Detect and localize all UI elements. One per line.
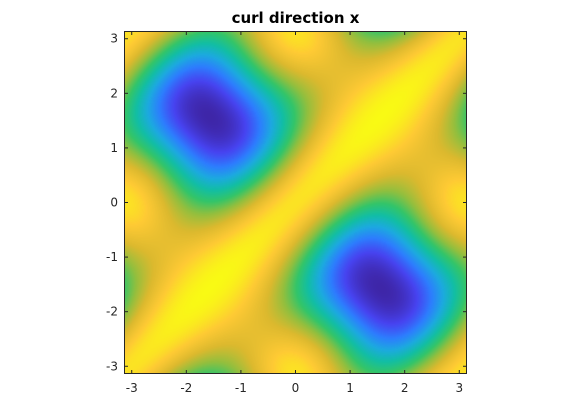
axes-frame (124, 31, 467, 374)
axes: -3 -2 -1 0 1 2 3 -3 -2 -1 0 1 2 3 (106, 31, 467, 395)
x-tick-label: 0 (292, 381, 300, 395)
y-tick-label: 3 (110, 32, 118, 46)
y-tick-label: -3 (106, 359, 118, 373)
heatmap-image (124, 31, 467, 374)
y-tick-label: 1 (110, 141, 118, 155)
y-tick-label: -2 (106, 305, 118, 319)
x-tick-label: 3 (455, 381, 463, 395)
y-tick-label: -1 (106, 250, 118, 264)
x-tick-label: 2 (401, 381, 409, 395)
y-tick-label: 2 (110, 86, 118, 100)
x-tick-label: -3 (126, 381, 138, 395)
chart-title: curl direction x (231, 9, 360, 27)
x-tick-label: 1 (346, 381, 354, 395)
x-tick-label: -1 (235, 381, 247, 395)
plot-area: -3 -2 -1 0 1 2 3 -3 -2 -1 0 1 2 3 (106, 31, 467, 395)
x-tick-label: -2 (180, 381, 192, 395)
y-tick-label: 0 (110, 196, 118, 210)
